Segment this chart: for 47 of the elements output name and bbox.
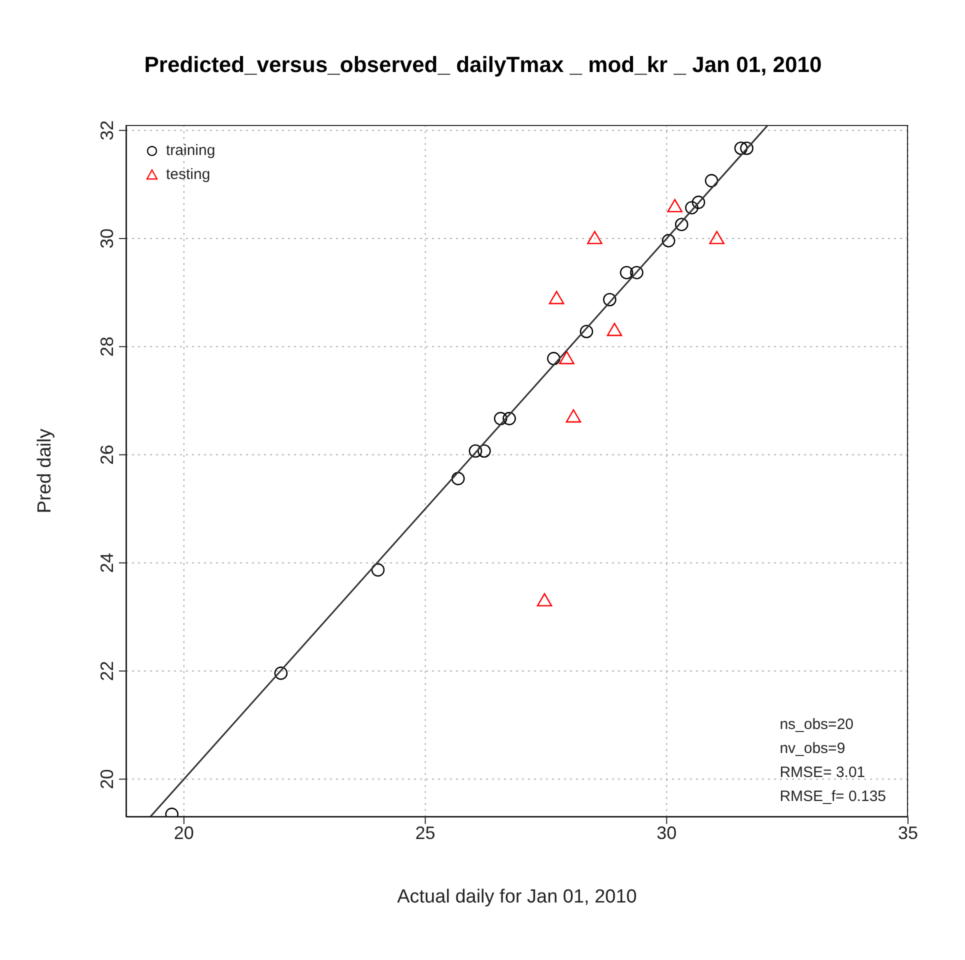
annotation: nv_obs=9 bbox=[780, 739, 846, 759]
x-tick-label: 35 bbox=[898, 822, 918, 843]
point bbox=[566, 409, 582, 423]
y-tick-label: 32 bbox=[97, 120, 117, 140]
point bbox=[502, 412, 516, 426]
y-tick-label: 20 bbox=[97, 769, 117, 790]
y-tick-label: 22 bbox=[97, 661, 117, 682]
point bbox=[548, 290, 564, 304]
point bbox=[559, 350, 574, 364]
y-tick-label: 28 bbox=[97, 336, 117, 357]
point bbox=[536, 593, 552, 606]
point bbox=[468, 444, 482, 458]
x-tick-label: 30 bbox=[656, 822, 677, 843]
x-tick-label: 25 bbox=[415, 822, 436, 843]
point bbox=[606, 322, 622, 336]
point bbox=[734, 142, 748, 155]
y-tick-label: 24 bbox=[97, 552, 117, 573]
point bbox=[674, 218, 688, 232]
point bbox=[478, 444, 491, 458]
point bbox=[580, 324, 594, 338]
point bbox=[451, 472, 465, 486]
point bbox=[685, 201, 698, 214]
annotation: ns_obs=20 bbox=[780, 715, 855, 735]
point bbox=[371, 563, 385, 577]
point bbox=[630, 266, 644, 280]
legend-label: training bbox=[166, 141, 216, 161]
point bbox=[740, 142, 754, 155]
x-axis-title: Actual daily for Jan 01, 2010 bbox=[397, 886, 637, 908]
point bbox=[587, 230, 602, 244]
chart-title: Predicted_versus_observed_ dailyTmax _ mod_kr _ Jan 01, 2010 bbox=[143, 52, 823, 78]
point bbox=[662, 234, 676, 248]
y-tick-label: 26 bbox=[97, 444, 117, 465]
point bbox=[274, 666, 288, 680]
point bbox=[704, 174, 718, 188]
x-tick-label: 20 bbox=[174, 822, 194, 843]
point bbox=[667, 198, 682, 212]
point bbox=[620, 266, 634, 280]
y-axis-title: Pred daily bbox=[34, 428, 56, 514]
legend-label: testing bbox=[166, 165, 210, 185]
point bbox=[692, 196, 706, 209]
point bbox=[547, 352, 560, 366]
point bbox=[709, 230, 724, 244]
y-tick-label: 30 bbox=[97, 228, 117, 249]
annotation: RMSE_f= 0.135 bbox=[780, 787, 886, 807]
point bbox=[603, 292, 616, 306]
point bbox=[494, 412, 508, 426]
annotation: RMSE= 3.01 bbox=[780, 763, 866, 783]
